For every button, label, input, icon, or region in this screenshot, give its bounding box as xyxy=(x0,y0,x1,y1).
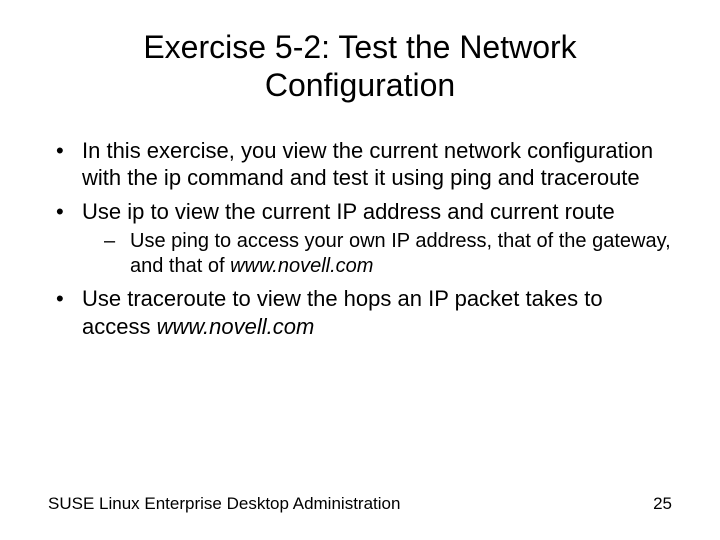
page-number: 25 xyxy=(653,494,672,514)
bullet-item: In this exercise, you view the current n… xyxy=(48,137,672,192)
sub-bullet-italic: www.novell.com xyxy=(230,255,373,277)
footer: SUSE Linux Enterprise Desktop Administra… xyxy=(48,494,672,514)
slide-body: In this exercise, you view the current n… xyxy=(48,137,672,341)
bullet-italic: www.novell.com xyxy=(157,314,315,339)
sub-bullet-text: Use ping to access your own IP address, … xyxy=(130,230,671,277)
bullet-item: Use ip to view the current IP address an… xyxy=(48,198,672,280)
footer-left: SUSE Linux Enterprise Desktop Administra… xyxy=(48,494,400,514)
bullet-list: In this exercise, you view the current n… xyxy=(48,137,672,341)
slide-title: Exercise 5-2: Test the Network Configura… xyxy=(48,28,672,105)
bullet-text: Use ip to view the current IP address an… xyxy=(82,199,615,224)
bullet-text: In this exercise, you view the current n… xyxy=(82,138,653,191)
sub-bullet-list: Use ping to access your own IP address, … xyxy=(82,229,672,279)
sub-bullet-item: Use ping to access your own IP address, … xyxy=(82,229,672,279)
bullet-item: Use traceroute to view the hops an IP pa… xyxy=(48,285,672,340)
slide: Exercise 5-2: Test the Network Configura… xyxy=(0,0,720,540)
